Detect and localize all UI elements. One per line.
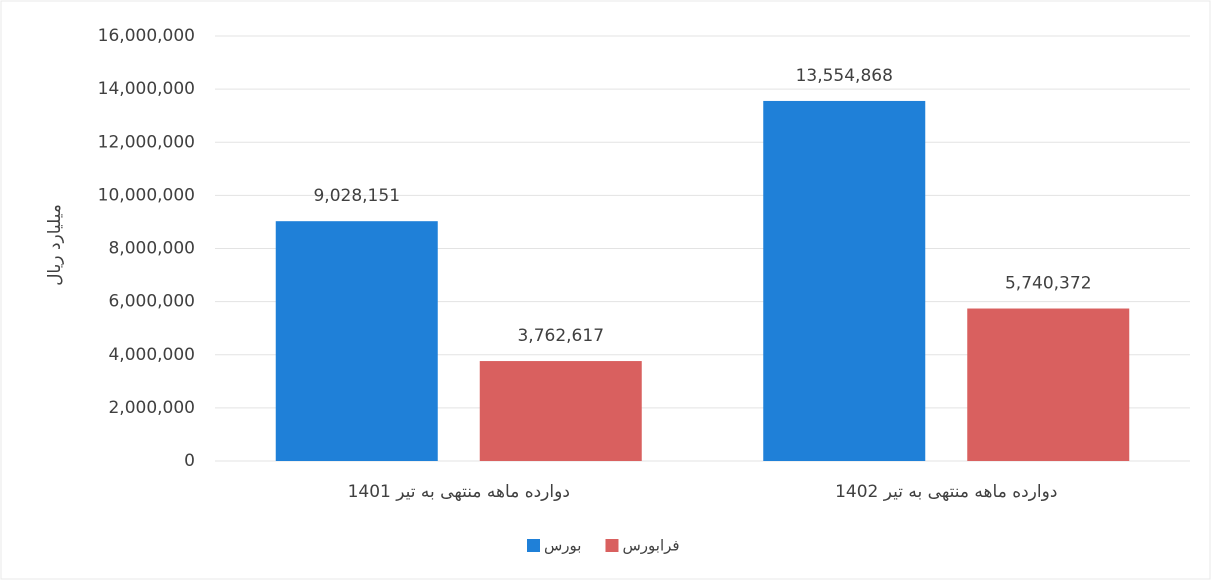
y-tick-label: 4,000,000	[108, 345, 195, 365]
y-axis-label: میلیارد ریال	[45, 204, 65, 286]
bar	[479, 361, 642, 461]
y-tick-label: 6,000,000	[108, 292, 195, 312]
bar	[275, 221, 438, 461]
legend-label: فرابورس	[622, 537, 679, 555]
value-label: 13,554,868	[796, 66, 893, 86]
x-tick-label: دوارده ماهه منتهی به تیر 1402	[835, 482, 1057, 502]
x-tick-label: دوارده ماهه منتهی به تیر 1401	[348, 482, 570, 502]
y-tick-label: 10,000,000	[98, 185, 195, 205]
value-label: 3,762,617	[517, 326, 604, 346]
legend-label: بورس	[544, 537, 581, 555]
y-tick-label: 2,000,000	[108, 398, 195, 418]
value-label: 5,740,372	[1005, 274, 1092, 294]
y-tick-label: 14,000,000	[98, 79, 195, 99]
legend-swatch	[527, 539, 540, 552]
value-label: 9,028,151	[313, 186, 400, 206]
bar	[967, 308, 1130, 461]
y-tick-label: 0	[184, 451, 195, 471]
y-tick-label: 16,000,000	[98, 26, 195, 46]
legend-swatch	[605, 539, 619, 552]
bar	[763, 100, 926, 461]
y-tick-label: 12,000,000	[98, 132, 195, 152]
y-tick-label: 8,000,000	[108, 239, 195, 259]
